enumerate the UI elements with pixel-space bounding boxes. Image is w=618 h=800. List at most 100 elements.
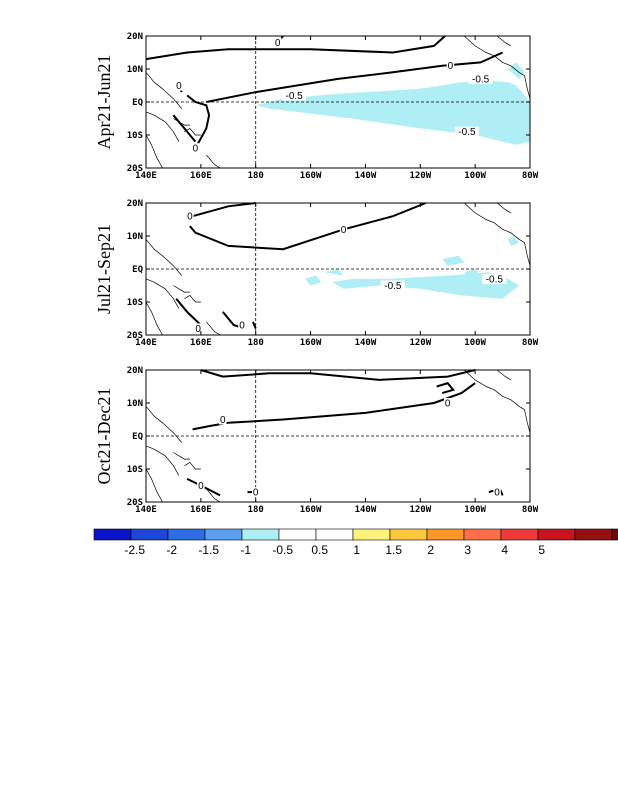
colorbar-swatch — [611, 528, 618, 541]
zero-contour — [192, 382, 476, 431]
x-tick-label: 140W — [355, 171, 377, 181]
coastline — [206, 488, 221, 503]
y-tick-label: 20N — [127, 199, 143, 209]
colorbar-label: 3 — [464, 543, 471, 557]
y-tick-label: 10S — [127, 131, 143, 141]
y-tick-label: 20N — [127, 366, 143, 376]
negative-anomaly-region — [442, 255, 465, 266]
negative-anomaly-region — [332, 272, 519, 299]
x-tick-label: 120W — [409, 171, 431, 181]
coastline — [145, 111, 180, 142]
panel-1: 0 0 0 0 -0.5 -0.5 -0.5 140E 160E 180 160W 140W 120W 1… — [94, 32, 539, 181]
x-tick-label: 80W — [522, 338, 539, 348]
colorbar-swatch — [278, 528, 317, 541]
coastline — [206, 154, 221, 169]
colorbar-label: -2 — [166, 543, 177, 557]
coastline — [145, 406, 182, 443]
contour-label: 0 — [187, 212, 193, 223]
coastline — [145, 278, 180, 309]
contour-label: 0 — [448, 61, 454, 72]
panel-title: Jul21-Sep21 — [94, 224, 114, 314]
y-tick-label: EQ — [132, 265, 143, 275]
contour-label: 0 — [275, 38, 281, 49]
zero-contour — [436, 382, 455, 395]
negative-anomaly-region — [508, 62, 525, 79]
colorbar-label: 1 — [353, 543, 360, 557]
x-tick-label: 100W — [464, 338, 486, 348]
coastline — [206, 321, 221, 336]
y-tick-label: 10N — [127, 65, 143, 75]
colorbar-swatch — [352, 528, 391, 541]
coastline — [145, 468, 163, 503]
coastline — [184, 461, 201, 470]
contour-label: 0 — [198, 481, 204, 492]
contour-label: -0.5 — [486, 274, 504, 285]
coastline — [145, 445, 180, 476]
y-tick-label: 10S — [127, 298, 143, 308]
contour-label: -0.5 — [285, 91, 303, 102]
zero-contour — [145, 35, 446, 61]
colorbar-swatch — [130, 528, 169, 541]
x-tick-label: 160E — [190, 338, 212, 348]
coastline — [524, 242, 531, 266]
x-tick-label: 120W — [409, 338, 431, 348]
coastline — [173, 285, 190, 293]
x-tick-label: 80W — [522, 171, 539, 181]
x-tick-label: 160W — [300, 171, 322, 181]
colorbar-label: -1.5 — [198, 543, 219, 557]
negative-anomaly-region — [324, 269, 344, 276]
x-tick-label: 140E — [135, 338, 157, 348]
coastline — [524, 409, 531, 433]
y-tick-label: 20N — [127, 32, 143, 42]
coastline — [145, 301, 163, 336]
colorbar-swatch — [389, 528, 428, 541]
panel-3: 0 0 0 0 0 140E 160E 180 160W 140W 120W 100W 80W 20N 10… — [94, 366, 539, 515]
colorbar: -2.5 -2 -1.5 -1 -0.5 0.5 1 1.5 2 3 4 5 — [93, 528, 618, 557]
colorbar-label: -1 — [240, 543, 251, 557]
y-tick-label: 20S — [127, 498, 143, 508]
zero-contour — [172, 114, 197, 143]
x-tick-label: 140W — [355, 338, 377, 348]
x-tick-label: 140E — [135, 505, 157, 515]
contour-label: 0 — [193, 144, 199, 155]
colorbar-swatch — [537, 528, 576, 541]
contour-label: -0.5 — [472, 74, 490, 85]
contour-label: 0 — [494, 488, 500, 499]
colorbar-swatch — [574, 528, 613, 541]
colorbar-swatch — [93, 528, 132, 541]
y-tick-label: 20S — [127, 331, 143, 341]
coastline — [524, 75, 531, 99]
coastline — [145, 134, 163, 169]
coastline — [184, 294, 201, 303]
contour-label: 0 — [195, 324, 201, 335]
panel-title: Apr21-Jun21 — [94, 55, 114, 150]
negative-anomaly-region — [464, 269, 481, 279]
y-tick-label: 10N — [127, 399, 143, 409]
y-tick-label: EQ — [132, 432, 143, 442]
x-tick-label: 180 — [248, 505, 264, 515]
colorbar-swatch — [241, 528, 280, 541]
colorbar-swatch — [426, 528, 465, 541]
colorbar-swatch — [500, 528, 539, 541]
colorbar-label: 1.5 — [385, 543, 402, 557]
x-tick-label: 160E — [190, 171, 212, 181]
x-tick-label: 80W — [522, 505, 539, 515]
x-tick-label: 140E — [135, 171, 157, 181]
colorbar-swatch — [204, 528, 243, 541]
coastline — [173, 118, 190, 126]
x-tick-label: 120W — [409, 505, 431, 515]
colorbar-label: 2 — [427, 543, 434, 557]
panel-2: 0 0 0 0 -0.5 -0.5 140E 160E 180 160W 140W 120W 100W 8… — [94, 199, 539, 348]
coastline — [463, 202, 525, 243]
zero-contour — [189, 202, 427, 251]
zero-contour — [186, 94, 211, 149]
colorbar-swatch — [463, 528, 502, 541]
contour-label: -0.5 — [384, 281, 402, 292]
x-tick-label: 100W — [464, 171, 486, 181]
colorbar-label: -0.5 — [272, 543, 293, 557]
colorbar-label: 0.5 — [311, 543, 328, 557]
panel-title: Oct21-Dec21 — [94, 388, 114, 485]
contour-label: 0 — [239, 321, 245, 332]
contour-label: 0 — [176, 81, 182, 92]
